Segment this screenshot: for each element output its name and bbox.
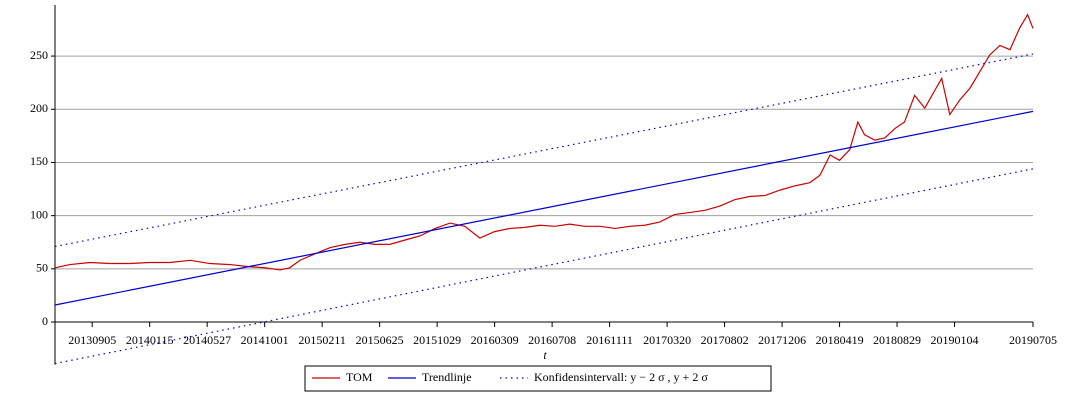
- series-line: [54, 110, 1034, 306]
- legend: TOM Trendlinje Konfidensintervall: y − 2 σ…: [312, 370, 708, 384]
- x-tick-label: 20130905: [68, 333, 116, 347]
- x-tick-label: 20150625: [356, 333, 404, 347]
- y-tick-label: 250: [30, 48, 48, 62]
- x-tick-label: 20190705: [1009, 333, 1057, 347]
- x-tick-label: 20170320: [643, 333, 691, 347]
- series-line: [54, 13, 1034, 271]
- legend-label: Trendlinje: [422, 370, 472, 384]
- y-tick-label: 0: [42, 314, 48, 328]
- y-tick-label: 50: [36, 261, 48, 275]
- x-tick-label: 20151029: [413, 333, 461, 347]
- x-tick-label: 20171206: [758, 333, 806, 347]
- legend-label: TOM: [346, 370, 373, 384]
- x-tick-label: 20160708: [528, 333, 576, 347]
- y-tick-label: 100: [30, 207, 48, 221]
- series-line: [54, 168, 1034, 365]
- x-axis-title: t: [543, 348, 547, 362]
- x-tick-label: 20190104: [931, 333, 979, 347]
- series-line: [54, 53, 1034, 248]
- legend-label: Konfidensintervall: y − 2 σ , y + 2 σ: [534, 370, 708, 384]
- x-tick-label: 20180829: [873, 333, 921, 347]
- x-tick-label: 20141001: [241, 333, 289, 347]
- x-tick-label: 20180419: [816, 333, 864, 347]
- x-tick-label: 20150211: [298, 333, 346, 347]
- y-tick-label: 200: [30, 101, 48, 115]
- x-tick-label: 20140115: [126, 333, 174, 347]
- x-tick-label: 20160309: [471, 333, 519, 347]
- y-tick-label: 150: [30, 154, 48, 168]
- x-tick-label: 20140527: [183, 333, 231, 347]
- x-tick-label: 20170802: [701, 333, 749, 347]
- legend-box: [304, 365, 772, 392]
- x-tick-label: 20161111: [586, 333, 633, 347]
